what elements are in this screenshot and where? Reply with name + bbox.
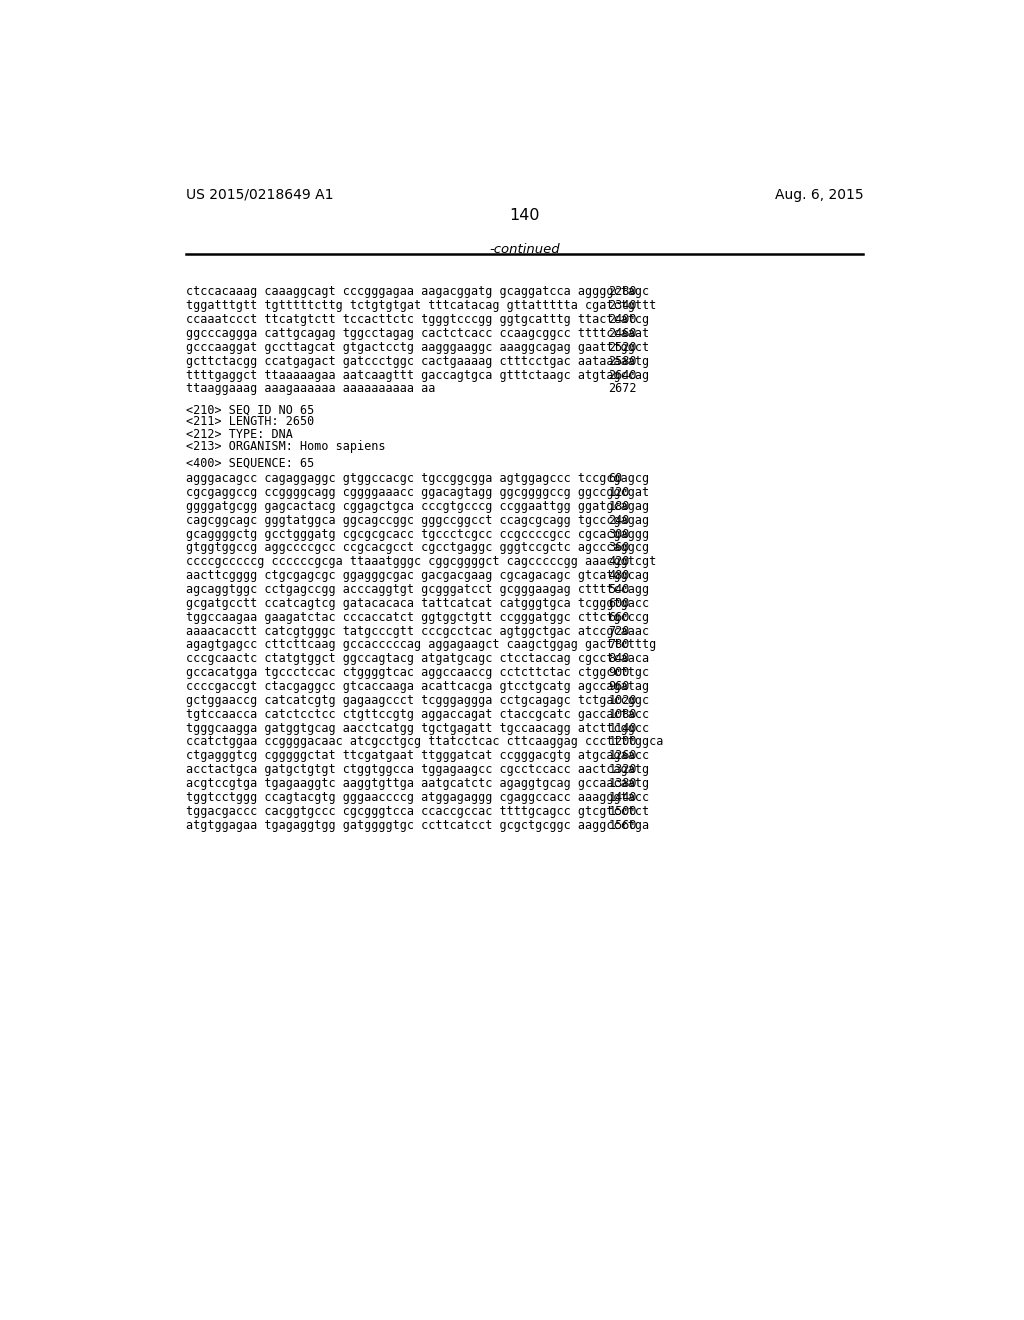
Text: agagtgagcc cttcttcaag gccacccccag aggagaagct caagctggag gacttctttg: agagtgagcc cttcttcaag gccacccccag aggaga…: [186, 639, 656, 652]
Text: 960: 960: [608, 680, 630, 693]
Text: 780: 780: [608, 639, 630, 652]
Text: ggcccaggga cattgcagag tggcctagag cactctcacc ccaagcggcc ttttccaaat: ggcccaggga cattgcagag tggcctagag cactctc…: [186, 327, 649, 341]
Text: 1560: 1560: [608, 818, 637, 832]
Text: aacttcgggg ctgcgagcgc ggagggcgac gacgacgaag cgcagacagc gtcatggcag: aacttcgggg ctgcgagcgc ggagggcgac gacgacg…: [186, 569, 649, 582]
Text: 240: 240: [608, 513, 630, 527]
Text: ccatctggaa ccggggacaac atcgcctgcg ttatcctcac cttcaaggag cccttttggca: ccatctggaa ccggggacaac atcgcctgcg ttatcc…: [186, 735, 664, 748]
Text: ctgagggtcg cgggggctat ttcgatgaat ttgggatcat ccgggacgtg atgcagaacc: ctgagggtcg cgggggctat ttcgatgaat ttgggat…: [186, 750, 649, 763]
Text: atgtggagaa tgagaggtgg gatggggtgc ccttcatcct gcgctgcggc aaggccctga: atgtggagaa tgagaggtgg gatggggtgc ccttcat…: [186, 818, 649, 832]
Text: 2400: 2400: [608, 313, 637, 326]
Text: acctactgca gatgctgtgt ctggtggcca tggagaagcc cgcctccacc aactcagatg: acctactgca gatgctgtgt ctggtggcca tggagaa…: [186, 763, 649, 776]
Text: 720: 720: [608, 624, 630, 638]
Text: <400> SEQUENCE: 65: <400> SEQUENCE: 65: [186, 457, 314, 469]
Text: 1320: 1320: [608, 763, 637, 776]
Text: 1080: 1080: [608, 708, 637, 721]
Text: <213> ORGANISM: Homo sapiens: <213> ORGANISM: Homo sapiens: [186, 440, 386, 453]
Text: 2520: 2520: [608, 341, 637, 354]
Text: agggacagcc cagaggaggc gtggccacgc tgccggcgga agtggagccc tccgcgagcg: agggacagcc cagaggaggc gtggccacgc tgccggc…: [186, 473, 649, 486]
Text: 1200: 1200: [608, 735, 637, 748]
Text: 360: 360: [608, 541, 630, 554]
Text: 1140: 1140: [608, 722, 637, 735]
Text: 600: 600: [608, 597, 630, 610]
Text: 1260: 1260: [608, 750, 637, 763]
Text: gccacatgga tgccctccac ctggggtcac aggccaaccg cctcttctac ctggccttgc: gccacatgga tgccctccac ctggggtcac aggccaa…: [186, 667, 649, 680]
Text: tggccaagaa gaagatctac cccaccatct ggtggctgtt ccgggatggc cttctgcccg: tggccaagaa gaagatctac cccaccatct ggtggct…: [186, 611, 649, 624]
Text: 1500: 1500: [608, 805, 637, 818]
Text: cccgcaactc ctatgtggct ggccagtacg atgatgcagc ctcctaccag cgcctcaaca: cccgcaactc ctatgtggct ggccagtacg atgatgc…: [186, 652, 649, 665]
Text: 420: 420: [608, 556, 630, 569]
Text: cagcggcagc gggtatggca ggcagccggc gggccggcct ccagcgcagg tgcccgagag: cagcggcagc gggtatggca ggcagccggc gggccgg…: [186, 513, 649, 527]
Text: tgggcaagga gatggtgcag aacctcatgg tgctgagatt tgccaacagg atcttcggcc: tgggcaagga gatggtgcag aacctcatgg tgctgag…: [186, 722, 649, 735]
Text: gctggaaccg catcatcgtg gagaagccct tcgggaggga cctgcagagc tctgaccggc: gctggaaccg catcatcgtg gagaagccct tcgggag…: [186, 694, 649, 708]
Text: agcaggtggc cctgagccgg acccaggtgt gcgggatcct gcgggaagag cttttccagg: agcaggtggc cctgagccgg acccaggtgt gcgggat…: [186, 583, 649, 597]
Text: 300: 300: [608, 528, 630, 541]
Text: ccccgcccccg ccccccgcga ttaaatgggc cggcggggct cagcccccgg aaacggtcgt: ccccgcccccg ccccccgcga ttaaatgggc cggcgg…: [186, 556, 656, 569]
Text: aaaacacctt catcgtgggc tatgcccgtt cccgcctcac agtggctgac atccgcaaac: aaaacacctt catcgtgggc tatgcccgtt cccgcct…: [186, 624, 649, 638]
Text: 1380: 1380: [608, 777, 637, 791]
Text: ggggatgcgg gagcactacg cggagctgca cccgtgcccg ccggaattgg ggatgcagag: ggggatgcgg gagcactacg cggagctgca cccgtgc…: [186, 500, 649, 513]
Text: 540: 540: [608, 583, 630, 597]
Text: gtggtggccg aggccccgcc ccgcacgcct cgcctgaggc gggtccgctc agcccaggcg: gtggtggccg aggccccgcc ccgcacgcct cgcctga…: [186, 541, 649, 554]
Text: 2580: 2580: [608, 355, 637, 368]
Text: 660: 660: [608, 611, 630, 624]
Text: 2340: 2340: [608, 300, 637, 313]
Text: <210> SEQ ID NO 65: <210> SEQ ID NO 65: [186, 404, 314, 416]
Text: gcgatgcctt ccatcagtcg gatacacaca tattcatcat catgggtgca tcgggtgacc: gcgatgcctt ccatcagtcg gatacacaca tattcat…: [186, 597, 649, 610]
Text: ttaaggaaag aaagaaaaaa aaaaaaaaaa aa: ttaaggaaag aaagaaaaaa aaaaaaaaaa aa: [186, 383, 435, 396]
Text: 2460: 2460: [608, 327, 637, 341]
Text: ttttgaggct ttaaaaagaa aatcaagttt gaccagtgca gtttctaagc atgtagccag: ttttgaggct ttaaaaagaa aatcaagttt gaccagt…: [186, 368, 649, 381]
Text: ctccacaaag caaaggcagt cccgggagaa aagacggatg gcaggatcca aggggctagc: ctccacaaag caaaggcagt cccgggagaa aagacgg…: [186, 285, 649, 298]
Text: tgtccaacca catctcctcc ctgttccgtg aggaccagat ctaccgcatc gaccactacc: tgtccaacca catctcctcc ctgttccgtg aggacca…: [186, 708, 649, 721]
Text: 60: 60: [608, 473, 623, 486]
Text: tggatttgtt tgtttttcttg tctgtgtgat tttcatacag gttattttta cgatctgttt: tggatttgtt tgtttttcttg tctgtgtgat tttcat…: [186, 300, 656, 313]
Text: 140: 140: [510, 209, 540, 223]
Text: 2672: 2672: [608, 383, 637, 396]
Text: 180: 180: [608, 500, 630, 513]
Text: <212> TYPE: DNA: <212> TYPE: DNA: [186, 428, 293, 441]
Text: -continued: -continued: [489, 243, 560, 256]
Text: ccccgaccgt ctacgaggcc gtcaccaaga acattcacga gtcctgcatg agccagatag: ccccgaccgt ctacgaggcc gtcaccaaga acattca…: [186, 680, 649, 693]
Text: gcccaaggat gccttagcat gtgactcctg aagggaaggc aaaggcagag gaatttggct: gcccaaggat gccttagcat gtgactcctg aagggaa…: [186, 341, 649, 354]
Text: 2280: 2280: [608, 285, 637, 298]
Text: 480: 480: [608, 569, 630, 582]
Text: 840: 840: [608, 652, 630, 665]
Text: US 2015/0218649 A1: US 2015/0218649 A1: [186, 187, 334, 202]
Text: acgtccgtga tgagaaggtc aaggtgttga aatgcatctc agaggtgcag gccaacaatg: acgtccgtga tgagaaggtc aaggtgttga aatgcat…: [186, 777, 649, 791]
Text: 120: 120: [608, 486, 630, 499]
Text: tggtcctggg ccagtacgtg gggaaccccg atggagaggg cgaggccacc aaagggtacc: tggtcctggg ccagtacgtg gggaaccccg atggaga…: [186, 791, 649, 804]
Text: 2640: 2640: [608, 368, 637, 381]
Text: 1440: 1440: [608, 791, 637, 804]
Text: gcaggggctg gcctgggatg cgcgcgcacc tgccctcgcc ccgccccgcc cgcacgaggg: gcaggggctg gcctgggatg cgcgcgcacc tgccctc…: [186, 528, 649, 541]
Text: tggacgaccc cacggtgccc cgcgggtcca ccaccgccac ttttgcagcc gtcgtcctct: tggacgaccc cacggtgccc cgcgggtcca ccaccgc…: [186, 805, 649, 818]
Text: <211> LENGTH: 2650: <211> LENGTH: 2650: [186, 416, 314, 429]
Text: Aug. 6, 2015: Aug. 6, 2015: [775, 187, 863, 202]
Text: gcttctacgg ccatgagact gatccctggc cactgaaaag ctttcctgac aataaaaatg: gcttctacgg ccatgagact gatccctggc cactgaa…: [186, 355, 649, 368]
Text: 900: 900: [608, 667, 630, 680]
Text: cgcgaggccg ccggggcagg cggggaaacc ggacagtagg ggcggggccg ggccggcgat: cgcgaggccg ccggggcagg cggggaaacc ggacagt…: [186, 486, 649, 499]
Text: 1020: 1020: [608, 694, 637, 708]
Text: ccaaatccct ttcatgtctt tccacttctc tgggtcccgg ggtgcatttg ttactcatcg: ccaaatccct ttcatgtctt tccacttctc tgggtcc…: [186, 313, 649, 326]
